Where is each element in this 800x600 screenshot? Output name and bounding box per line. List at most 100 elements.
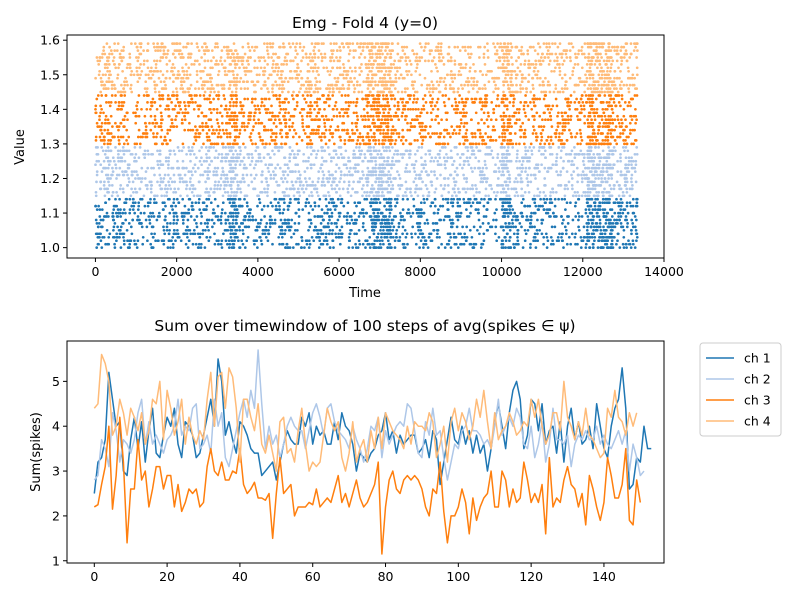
scatter-point	[310, 146, 313, 149]
scatter-point	[441, 94, 445, 97]
scatter-point	[100, 125, 103, 128]
scatter-point	[628, 132, 632, 135]
scatter-point	[257, 118, 260, 122]
scatter-point	[172, 228, 176, 232]
scatter-point	[192, 152, 196, 156]
scatter-point	[437, 152, 441, 156]
scatter-point	[417, 107, 420, 111]
scatter-point	[172, 201, 176, 205]
scatter-point	[169, 204, 173, 208]
scatter-point	[588, 211, 592, 215]
scatter-point	[354, 104, 358, 108]
scatter-point	[518, 107, 521, 111]
scatter-point	[516, 194, 520, 198]
scatter-point	[497, 184, 501, 187]
scatter-point	[242, 111, 246, 115]
scatter-point	[375, 235, 379, 239]
scatter-point	[94, 218, 98, 222]
scatter-point	[569, 132, 573, 135]
scatter-point	[512, 101, 515, 104]
scatter-point	[496, 152, 500, 156]
scatter-point	[474, 135, 477, 139]
scatter-point	[100, 208, 104, 211]
scatter-point	[508, 222, 511, 225]
scatter-point	[286, 204, 290, 208]
scatter-point	[187, 101, 191, 104]
scatter-point	[238, 180, 242, 184]
scatter-point	[232, 232, 236, 236]
scatter-point	[613, 128, 616, 132]
scatter-point	[453, 170, 457, 173]
scatter-point	[461, 225, 464, 229]
scatter-point	[383, 204, 386, 208]
scatter-point	[635, 94, 639, 97]
scatter-point	[424, 242, 427, 246]
scatter-point	[138, 142, 142, 146]
scatter-point	[472, 194, 476, 198]
scatter-point	[526, 184, 530, 187]
scatter-point	[564, 208, 567, 211]
scatter-point	[587, 177, 591, 180]
scatter-point	[375, 215, 378, 218]
scatter-point	[342, 114, 345, 118]
scatter-point	[381, 166, 385, 170]
scatter-point	[283, 97, 287, 101]
scatter-point	[427, 149, 430, 153]
scatter-point	[492, 111, 495, 115]
scatter-point	[520, 187, 524, 191]
scatter-point	[349, 215, 353, 218]
scatter-point	[196, 166, 200, 170]
scatter-point	[413, 152, 417, 156]
scatter-point	[549, 139, 553, 142]
scatter-point	[607, 190, 611, 194]
scatter-point	[461, 166, 464, 170]
scatter-point	[187, 197, 191, 201]
scatter-point	[156, 149, 159, 153]
scatter-point	[325, 97, 329, 101]
scatter-point	[522, 107, 526, 111]
scatter-point	[137, 177, 140, 180]
scatter-point	[597, 215, 601, 218]
scatter-point	[549, 194, 552, 198]
scatter-point	[506, 146, 510, 149]
scatter-point	[320, 163, 324, 167]
scatter-point	[492, 218, 495, 222]
scatter-point	[310, 235, 314, 239]
scatter-point	[362, 107, 366, 111]
scatter-point	[220, 156, 224, 160]
scatter-point	[623, 142, 626, 146]
scatter-point	[231, 242, 235, 246]
scatter-point	[271, 149, 274, 153]
scatter-point	[183, 111, 187, 115]
scatter-point	[170, 94, 174, 97]
scatter-point	[501, 204, 505, 208]
scatter-point	[412, 197, 415, 201]
scatter-point	[486, 125, 490, 128]
scatter-point	[463, 201, 466, 205]
scatter-point	[323, 184, 326, 187]
scatter-point	[352, 156, 355, 160]
scatter-point	[116, 225, 119, 229]
scatter-point	[99, 218, 103, 222]
scatter-point	[191, 242, 195, 246]
scatter-point	[401, 128, 405, 132]
scatter-point	[434, 187, 438, 191]
scatter-point	[165, 225, 169, 229]
scatter-point	[292, 187, 295, 191]
scatter-point	[360, 211, 363, 215]
scatter-point	[504, 239, 508, 243]
scatter-point	[420, 156, 423, 160]
scatter-point	[307, 104, 310, 108]
scatter-point	[418, 232, 422, 236]
scatter-point	[399, 152, 403, 156]
scatter-point	[140, 166, 144, 170]
scatter-point	[107, 101, 111, 104]
scatter-point	[419, 187, 423, 191]
scatter-point	[394, 139, 398, 142]
scatter-point	[250, 152, 254, 156]
scatter-point	[307, 135, 311, 139]
scatter-point	[450, 194, 454, 198]
scatter-point	[413, 190, 417, 194]
scatter-point	[224, 146, 228, 149]
scatter-point	[505, 194, 509, 198]
